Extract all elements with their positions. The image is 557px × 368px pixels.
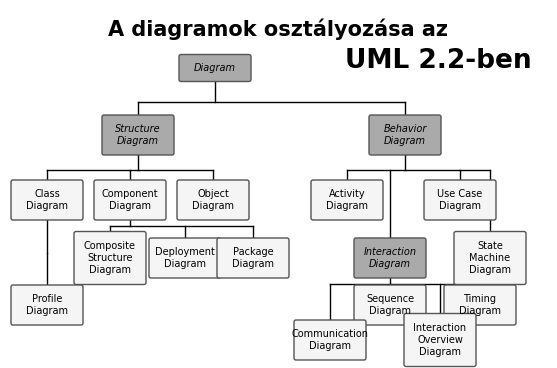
Text: Component
Diagram: Component Diagram — [102, 189, 158, 211]
FancyBboxPatch shape — [217, 238, 289, 278]
FancyBboxPatch shape — [294, 320, 366, 360]
FancyBboxPatch shape — [454, 231, 526, 284]
FancyBboxPatch shape — [177, 180, 249, 220]
Text: Diagram: Diagram — [194, 63, 236, 73]
Text: A diagramok osztályozása az: A diagramok osztályozása az — [109, 18, 448, 39]
Text: Interaction
Overview
Diagram: Interaction Overview Diagram — [413, 323, 467, 357]
Text: State
Machine
Diagram: State Machine Diagram — [469, 241, 511, 275]
FancyBboxPatch shape — [354, 238, 426, 278]
FancyBboxPatch shape — [404, 314, 476, 367]
Text: Object
Diagram: Object Diagram — [192, 189, 234, 211]
Text: Deployment
Diagram: Deployment Diagram — [155, 247, 215, 269]
FancyBboxPatch shape — [102, 115, 174, 155]
Text: Package
Diagram: Package Diagram — [232, 247, 274, 269]
Text: UML 2.2-ben: UML 2.2-ben — [345, 48, 532, 74]
FancyBboxPatch shape — [179, 54, 251, 81]
FancyBboxPatch shape — [11, 285, 83, 325]
FancyBboxPatch shape — [11, 180, 83, 220]
Text: Behavior
Diagram: Behavior Diagram — [383, 124, 427, 146]
FancyBboxPatch shape — [369, 115, 441, 155]
Text: Interaction
Diagram: Interaction Diagram — [364, 247, 417, 269]
FancyBboxPatch shape — [74, 231, 146, 284]
Text: Timing
Diagram: Timing Diagram — [459, 294, 501, 316]
Text: Class
Diagram: Class Diagram — [26, 189, 68, 211]
FancyBboxPatch shape — [149, 238, 221, 278]
Text: Use Case
Diagram: Use Case Diagram — [437, 189, 482, 211]
FancyBboxPatch shape — [94, 180, 166, 220]
Text: Activity
Diagram: Activity Diagram — [326, 189, 368, 211]
FancyBboxPatch shape — [311, 180, 383, 220]
FancyBboxPatch shape — [424, 180, 496, 220]
Text: Sequence
Diagram: Sequence Diagram — [366, 294, 414, 316]
FancyBboxPatch shape — [444, 285, 516, 325]
Text: Composite
Structure
Diagram: Composite Structure Diagram — [84, 241, 136, 275]
Text: Profile
Diagram: Profile Diagram — [26, 294, 68, 316]
Text: Communication
Diagram: Communication Diagram — [291, 329, 369, 351]
FancyBboxPatch shape — [354, 285, 426, 325]
Text: Structure
Diagram: Structure Diagram — [115, 124, 161, 146]
